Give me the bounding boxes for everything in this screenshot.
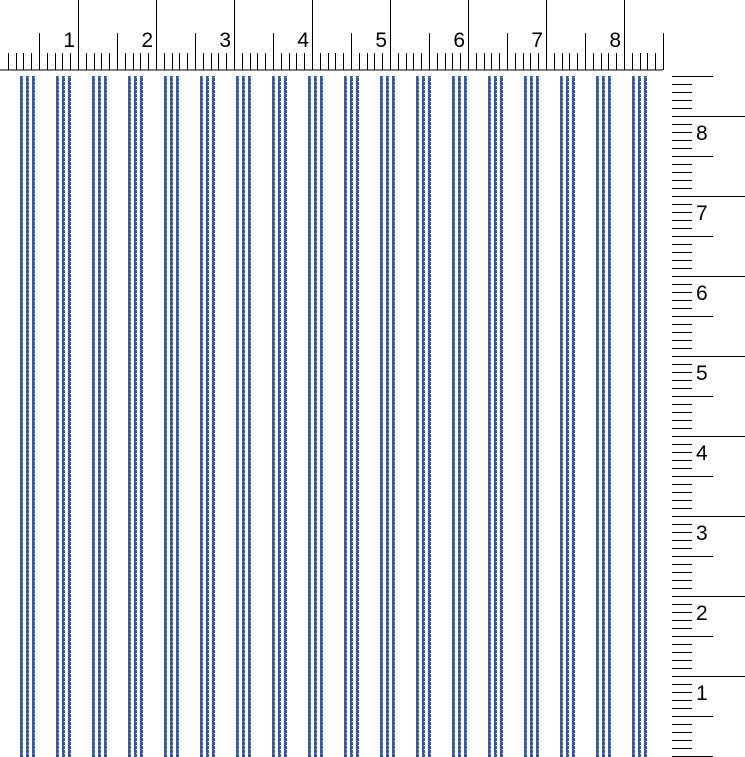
stripe-line — [428, 76, 431, 757]
top-ruler-label: 5 — [375, 29, 387, 52]
stripe-line — [344, 76, 347, 757]
stripe-line — [452, 76, 455, 757]
stripe-line — [68, 76, 71, 757]
stripe-group — [308, 76, 323, 757]
stripe-line — [596, 76, 599, 757]
stripe-line — [314, 76, 317, 757]
stripe-line — [602, 76, 605, 757]
stripe-line — [206, 76, 209, 757]
stripe-line — [134, 76, 137, 757]
stripe-line — [566, 76, 569, 757]
stripe-line — [62, 76, 65, 757]
stripe-line — [530, 76, 533, 757]
stripe-line — [320, 76, 323, 757]
stripe-line — [350, 76, 353, 757]
right-ruler-label: 3 — [696, 522, 708, 545]
stripe-group — [632, 76, 647, 757]
stripe-line — [494, 76, 497, 757]
stripe-line — [92, 76, 95, 757]
stripe-line — [26, 76, 29, 757]
stripe-line — [356, 76, 359, 757]
stripe-group — [416, 76, 431, 757]
right-ruler-label: 8 — [696, 122, 708, 145]
stripe-line — [632, 76, 635, 757]
right-ruler-label: 5 — [696, 362, 708, 385]
stripe-line — [392, 76, 395, 757]
top-ruler-label: 2 — [141, 29, 153, 52]
stripe-group — [596, 76, 611, 757]
top-ruler-label: 3 — [219, 29, 231, 52]
stripe-group — [164, 76, 179, 757]
stripe-line — [164, 76, 167, 757]
stripe-line — [500, 76, 503, 757]
top-ruler-label: 8 — [609, 29, 621, 52]
stripe-line — [20, 76, 23, 757]
stripe-group — [56, 76, 71, 757]
right-ruler-label: 7 — [696, 202, 708, 225]
right-ruler-label: 6 — [696, 282, 708, 305]
stripe-line — [644, 76, 647, 757]
stripe-line — [416, 76, 419, 757]
stripe-line — [308, 76, 311, 757]
stripe-group — [380, 76, 395, 757]
stripe-group — [344, 76, 359, 757]
top-ruler-label: 1 — [63, 29, 75, 52]
stripe-line — [284, 76, 287, 757]
stripe-line — [458, 76, 461, 757]
stripe-line — [608, 76, 611, 757]
right-ruler-label: 1 — [696, 682, 708, 705]
right-ruler: 1 2 3 4 5 6 7 8 — [672, 76, 745, 757]
stripe-line — [524, 76, 527, 757]
top-ruler-label: 4 — [297, 29, 309, 52]
right-ruler-label: 2 — [696, 602, 708, 625]
stripe-line — [638, 76, 641, 757]
stripe-line — [488, 76, 491, 757]
stripe-group — [272, 76, 287, 757]
stripe-line — [176, 76, 179, 757]
right-ruler-label: 4 — [696, 442, 708, 465]
top-ruler-label: 6 — [453, 29, 465, 52]
stripe-group — [92, 76, 107, 757]
stripe-group — [452, 76, 467, 757]
stripe-line — [572, 76, 575, 757]
stripe-group — [200, 76, 215, 757]
stripe-group — [524, 76, 539, 757]
stripe-group — [488, 76, 503, 757]
stripe-line — [140, 76, 143, 757]
stripe-group — [560, 76, 575, 757]
stripe-line — [98, 76, 101, 757]
stripe-line — [200, 76, 203, 757]
stripe-line — [242, 76, 245, 757]
stripe-line — [212, 76, 215, 757]
stripe-line — [422, 76, 425, 757]
stripe-line — [248, 76, 251, 757]
stripe-line — [236, 76, 239, 757]
stripe-line — [56, 76, 59, 757]
top-ruler: 1 2 3 4 5 6 7 8 — [0, 0, 664, 71]
stripe-group — [236, 76, 251, 757]
stripe-line — [272, 76, 275, 757]
stripe-line — [32, 76, 35, 757]
stripe-line — [278, 76, 281, 757]
stripe-line — [386, 76, 389, 757]
stripe-group — [128, 76, 143, 757]
stripe-pattern — [20, 76, 647, 757]
stripe-line — [560, 76, 563, 757]
stripe-line — [380, 76, 383, 757]
stripe-line — [170, 76, 173, 757]
stripe-line — [104, 76, 107, 757]
stripe-line — [128, 76, 131, 757]
top-ruler-label: 7 — [531, 29, 543, 52]
stripe-line — [536, 76, 539, 757]
stripe-line — [464, 76, 467, 757]
stripe-group — [20, 76, 35, 757]
